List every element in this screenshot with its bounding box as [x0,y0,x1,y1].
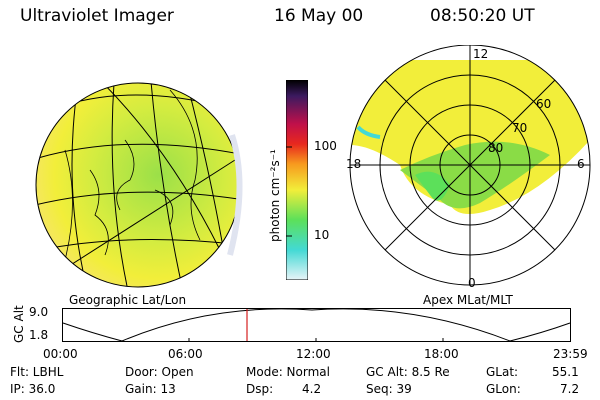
right-panel-caption: Apex MLat/MLT [423,293,513,307]
colorbar-unit-label: photon cm⁻²s⁻¹ [268,149,282,242]
status-flt: Flt: LBHL [10,365,64,379]
orbit-altitude-plot [62,308,571,342]
colorbar-tick-10: 10 [314,228,330,242]
orbit-xtick-0000: 00:00 [43,347,78,361]
mlt-label-18: 18 [346,157,362,171]
colorbar [286,80,308,280]
time-label: 08:50:20 UT [430,6,535,26]
status-glat-label: GLat: [486,365,519,379]
left-panel-caption: Geographic Lat/Lon [69,293,187,307]
orbit-ytick-1-8: 1.8 [29,328,49,342]
orbit-xtick-2359: 23:59 [553,347,588,361]
status-gc-alt: GC Alt: 8.5 Re [366,365,450,379]
colorbar-tick-100: 100 [314,139,337,153]
orbit-ylabel: GC Alt [12,305,26,343]
lat-label-70: 70 [512,121,528,135]
orbit-ytick-9: 9.0 [29,305,49,319]
globe-disk [36,83,240,287]
status-glat-value: 55.1 [552,365,579,379]
status-gain: Gain: 13 [125,382,176,396]
status-ip: IP: 36.0 [10,382,56,396]
status-glon-value: 7.2 [560,382,580,396]
geographic-globe-image [35,82,243,288]
status-mode: Mode: Normal [246,365,330,379]
mlt-label-0: 0 [468,276,476,290]
orbit-altitude-curve [62,308,571,342]
orbit-xtick-1200: 12:00 [296,347,331,361]
status-dsp-value: 4.2 [302,382,322,396]
status-dsp-label: Dsp: [246,382,274,396]
date-label: 16 May 00 [274,6,364,26]
instrument-title: Ultraviolet Imager [20,6,174,26]
status-glon-label: GLon: [486,382,521,396]
polar-mlat-mlt-plot [349,45,591,286]
status-door: Door: Open [125,365,194,379]
mlt-label-6: 6 [577,157,585,171]
orbit-xtick-1800: 18:00 [424,347,459,361]
mlt-label-12: 12 [473,47,489,61]
polar-grid [349,45,591,286]
globe-grid [36,83,240,287]
lat-label-80: 80 [488,141,504,155]
status-seq: Seq: 39 [366,382,412,396]
orbit-xtick-0600: 06:00 [168,347,203,361]
lat-label-60: 60 [536,97,552,111]
